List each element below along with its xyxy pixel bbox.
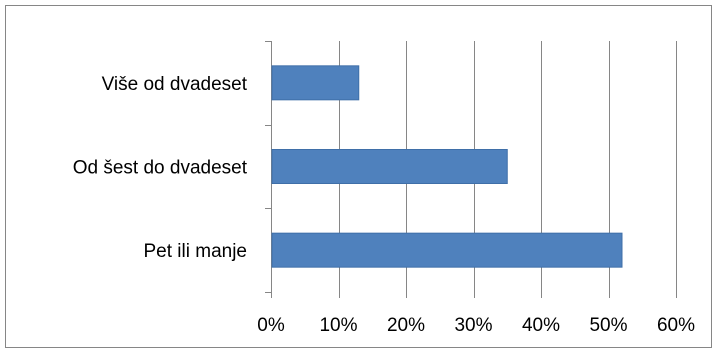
x-tick-label: 50% <box>589 315 627 336</box>
bars <box>271 65 623 268</box>
x-tick-label: 10% <box>319 315 357 336</box>
bar <box>271 232 623 268</box>
x-tick-label: 40% <box>522 315 560 336</box>
bar <box>271 65 360 101</box>
x-tick-label: 30% <box>454 315 492 336</box>
x-tick-label: 60% <box>657 315 695 336</box>
category-label: Od šest do dvadeset <box>73 158 248 179</box>
category-label: Više od dvadeset <box>102 74 248 95</box>
category-label: Pet ili manje <box>144 241 248 262</box>
x-tick-label: 0% <box>257 315 285 336</box>
x-tick-label: 20% <box>387 315 425 336</box>
bar <box>271 149 508 184</box>
labels: 0% 10% 20% 30% 40% 50% 60% Više od dvadeset Od š… <box>73 74 695 336</box>
